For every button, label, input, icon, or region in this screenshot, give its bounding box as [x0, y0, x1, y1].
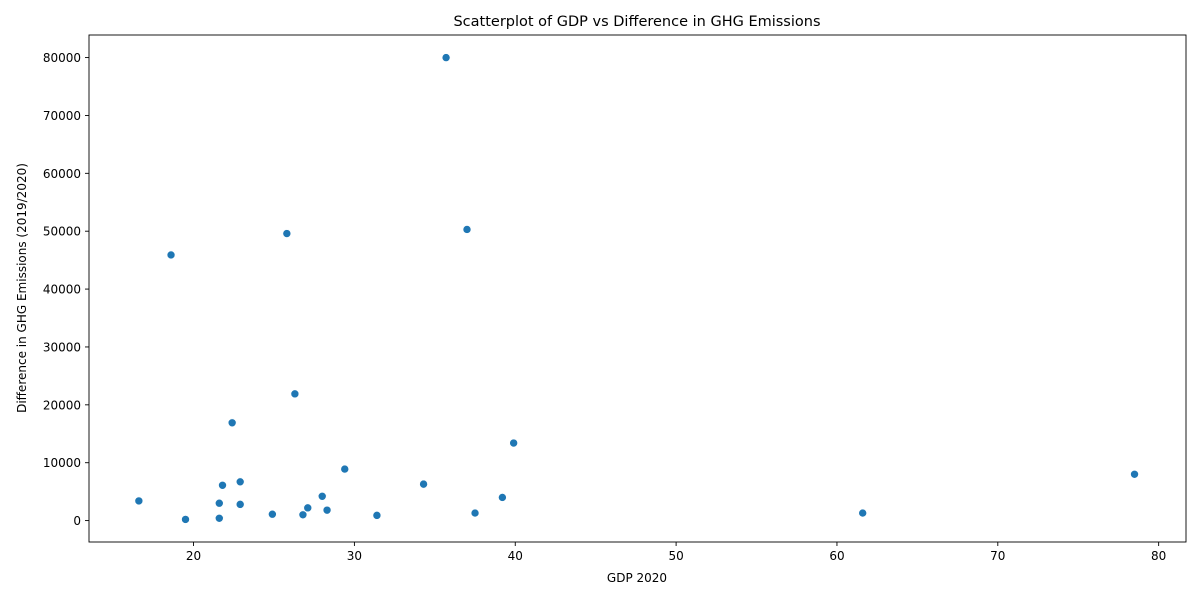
scatter-point — [290, 389, 300, 399]
chart-title: Scatterplot of GDP vs Difference in GHG … — [453, 14, 820, 30]
scatter-point — [858, 508, 867, 518]
x-axis-label: GDP 2020 — [607, 571, 667, 585]
scatter-point — [282, 229, 292, 238]
scatter-point — [134, 496, 144, 506]
scatter-point — [441, 53, 451, 62]
scatter-point — [181, 515, 190, 524]
scatter-point — [1130, 469, 1139, 479]
x-tick-label: 80 — [1151, 549, 1166, 563]
scatter-point — [298, 510, 308, 520]
scatter-point — [462, 225, 472, 234]
y-axis-ticks: 0 10000 20000 30000 40000 50000 60000 70000 8000… — [43, 51, 89, 528]
scatter-point — [509, 438, 518, 448]
data-points — [134, 53, 1139, 524]
y-tick-label: 80000 — [43, 51, 81, 65]
scatter-point — [166, 250, 176, 260]
y-tick-label: 30000 — [43, 340, 81, 354]
x-tick-label: 60 — [829, 549, 844, 563]
y-tick-label: 0 — [73, 514, 81, 528]
x-tick-label: 40 — [508, 549, 523, 563]
scatter-point — [227, 418, 237, 428]
scatter-point — [214, 498, 224, 508]
y-tick-label: 70000 — [43, 109, 81, 123]
y-tick-label: 10000 — [43, 456, 81, 470]
y-axis-label: Difference in GHG Emissions (2019/2020) — [15, 163, 29, 413]
scatter-point — [303, 503, 313, 513]
plot-frame — [88, 34, 1187, 543]
x-tick-label: 20 — [186, 549, 201, 563]
x-axis-ticks: 20 30 40 50 60 70 80 — [186, 542, 1166, 563]
x-tick-label: 50 — [668, 549, 683, 563]
y-tick-label: 40000 — [43, 283, 81, 297]
scatter-point — [322, 505, 332, 515]
scatter-point — [235, 477, 245, 487]
y-tick-label: 60000 — [43, 167, 81, 181]
scatter-point — [498, 493, 507, 502]
scatter-point — [419, 479, 428, 489]
y-tick-label: 20000 — [43, 398, 81, 412]
scatter-point — [214, 513, 224, 523]
y-tick-label: 50000 — [43, 225, 81, 239]
scatter-point — [372, 511, 382, 520]
scatter-point — [235, 500, 245, 509]
scatter-point — [218, 480, 227, 490]
scatter-point — [268, 509, 277, 519]
scatter-point — [340, 464, 350, 474]
scatter-point — [317, 491, 327, 501]
x-tick-label: 70 — [990, 549, 1005, 563]
scatter-point — [470, 508, 480, 518]
x-tick-label: 30 — [347, 549, 362, 563]
